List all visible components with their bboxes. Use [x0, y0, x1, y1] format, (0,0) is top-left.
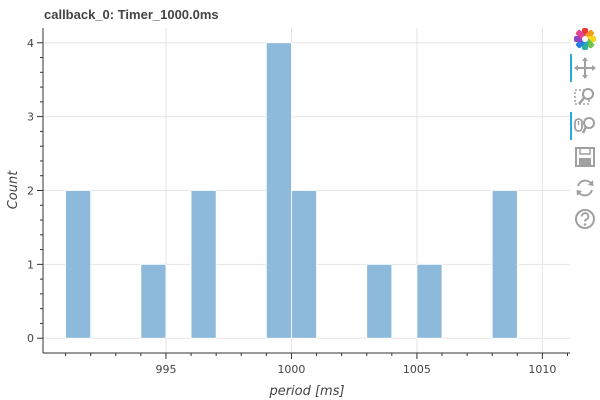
- histogram-bar: [366, 263, 393, 339]
- x-tick-label: 1010: [528, 363, 556, 376]
- x-tick-label: 1000: [277, 363, 305, 376]
- y-tick-label: 3: [27, 111, 34, 124]
- bokeh-logo-icon[interactable]: [572, 26, 598, 52]
- histogram-bar: [65, 190, 92, 339]
- wheel-zoom-icon[interactable]: [570, 112, 598, 140]
- pan-icon[interactable]: [570, 54, 598, 82]
- histogram-bar: [416, 263, 443, 339]
- histogram-bar: [190, 190, 217, 339]
- box-zoom-icon[interactable]: [572, 84, 598, 110]
- reset-icon[interactable]: [572, 175, 598, 201]
- x-axis-label: period [ms]: [268, 384, 344, 399]
- x-axis-ticks: 995 1000 1005 1010: [65, 353, 568, 376]
- histogram-bar: [291, 190, 317, 339]
- y-tick-label: 1: [27, 258, 34, 271]
- x-tick-label: 995: [155, 363, 176, 376]
- x-tick-label: 1005: [403, 363, 431, 376]
- chart-title: callback_0: Timer_1000.0ms: [44, 7, 219, 22]
- y-axis-label: Count: [6, 170, 21, 210]
- y-tick-label: 4: [27, 37, 34, 50]
- save-icon[interactable]: [572, 144, 598, 170]
- y-tick-label: 2: [27, 185, 34, 198]
- plot-toolbar: [570, 26, 600, 246]
- y-tick-label: 0: [27, 332, 34, 345]
- histogram-bars: [65, 42, 518, 339]
- histogram-bar: [491, 190, 518, 339]
- y-axis-ticks: 0 1 2 3 4: [27, 37, 43, 345]
- histogram-bar: [265, 42, 292, 339]
- help-icon[interactable]: [572, 206, 598, 232]
- histogram-bar: [140, 263, 167, 339]
